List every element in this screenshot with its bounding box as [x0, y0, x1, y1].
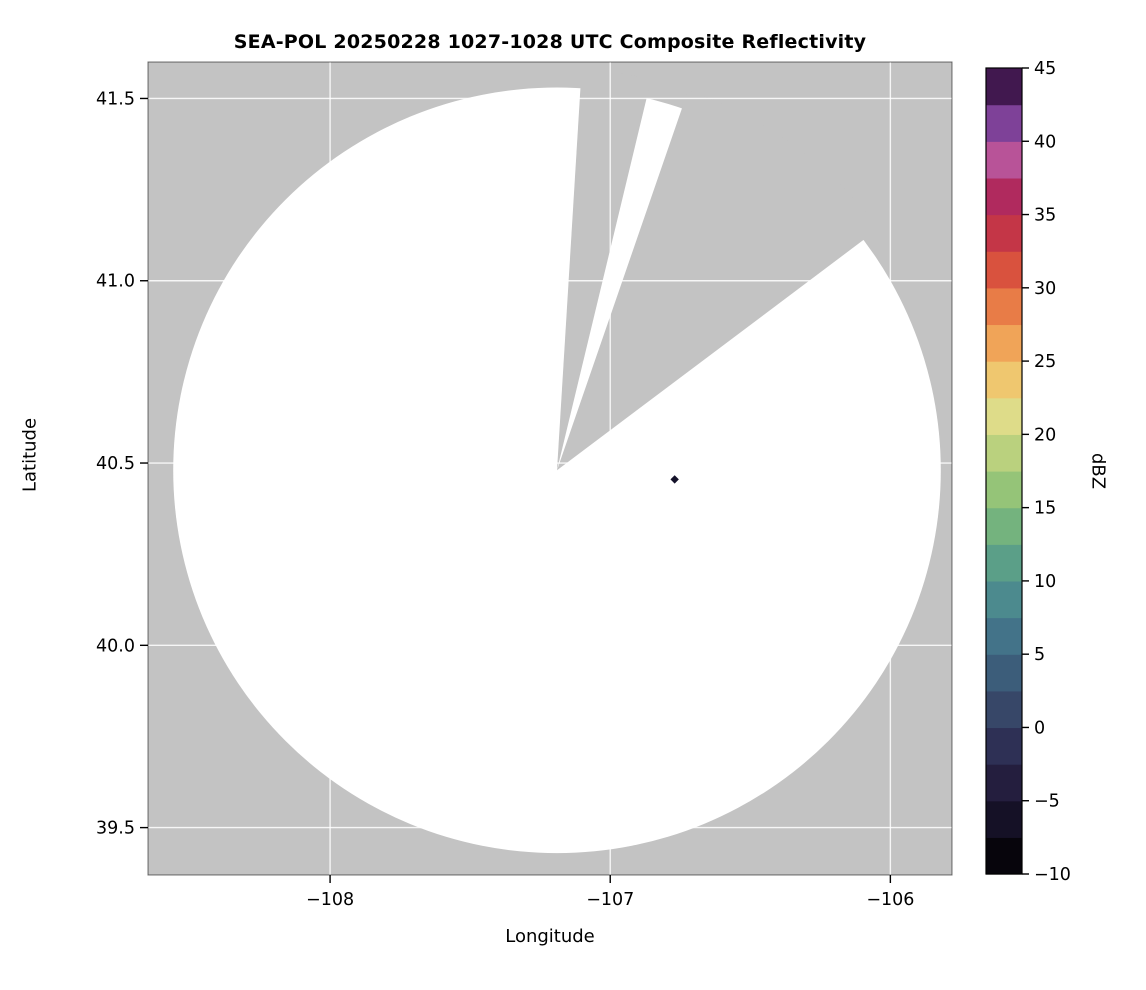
x-tick-label: −107	[586, 890, 634, 910]
x-axis-label: Longitude	[505, 926, 595, 947]
colorbar-tick-label: 10	[1034, 572, 1056, 592]
y-tick-label: 41.0	[96, 272, 135, 292]
colorbar-tick-label: 25	[1034, 352, 1056, 372]
colorbar-segment	[986, 68, 1022, 106]
colorbar-segment	[986, 141, 1022, 179]
y-tick-label: 41.5	[96, 89, 135, 109]
colorbar-segment	[986, 214, 1022, 252]
colorbar-segment	[986, 177, 1022, 216]
colorbar-segment	[986, 764, 1022, 802]
y-tick-label: 40.5	[96, 454, 135, 474]
colorbar-segment	[986, 104, 1022, 142]
colorbar-segment	[986, 837, 1022, 875]
colorbar-segment	[986, 434, 1022, 472]
colorbar-segment	[986, 324, 1022, 362]
colorbar-segment	[986, 544, 1022, 582]
reflectivity-echo	[670, 475, 679, 484]
colorbar-segment	[986, 287, 1022, 326]
colorbar-segment	[986, 471, 1022, 509]
axes-spine	[147, 61, 953, 876]
y-tick-label: 40.0	[96, 636, 135, 656]
y-axis-label: Latitude	[19, 417, 41, 493]
colorbar-tick-label: 30	[1034, 279, 1056, 299]
colorbar-segment	[986, 617, 1022, 655]
colorbar-tick-label: 15	[1034, 499, 1056, 519]
colorbar-outline	[985, 67, 1023, 875]
plot-clip-group	[148, 62, 952, 875]
chart-title: SEA-POL 20250228 1027-1028 UTC Composite…	[233, 31, 867, 53]
colorbar-segment	[986, 397, 1022, 435]
colorbar-tick-label: 0	[1034, 718, 1045, 738]
colorbar-tick-label: 35	[1034, 206, 1056, 226]
colorbar-segment	[986, 580, 1022, 619]
colorbar-tick-label: 5	[1034, 645, 1045, 665]
colorbar-tick-label: −10	[1034, 865, 1071, 885]
colorbar-segment	[986, 727, 1022, 765]
blocked-sector-1	[557, 69, 652, 471]
colorbar-tick-label: −5	[1034, 792, 1060, 812]
y-tick-label: 39.5	[96, 819, 135, 839]
x-tick-label: −106	[866, 890, 914, 910]
colorbar-tick-label: 20	[1034, 425, 1056, 445]
colorbar-segment	[986, 251, 1022, 289]
colorbar-tick-label: 45	[1034, 59, 1056, 79]
colorbar-tick-label: 40	[1034, 132, 1056, 152]
colorbar-segment	[986, 654, 1022, 692]
colorbar-segment	[986, 507, 1022, 545]
x-tick-label: −108	[306, 890, 354, 910]
colorbar-label: dBZ	[1087, 452, 1109, 490]
colorbar-segment	[986, 800, 1022, 838]
colorbar-segment	[986, 361, 1022, 399]
colorbar-segment	[986, 690, 1022, 729]
